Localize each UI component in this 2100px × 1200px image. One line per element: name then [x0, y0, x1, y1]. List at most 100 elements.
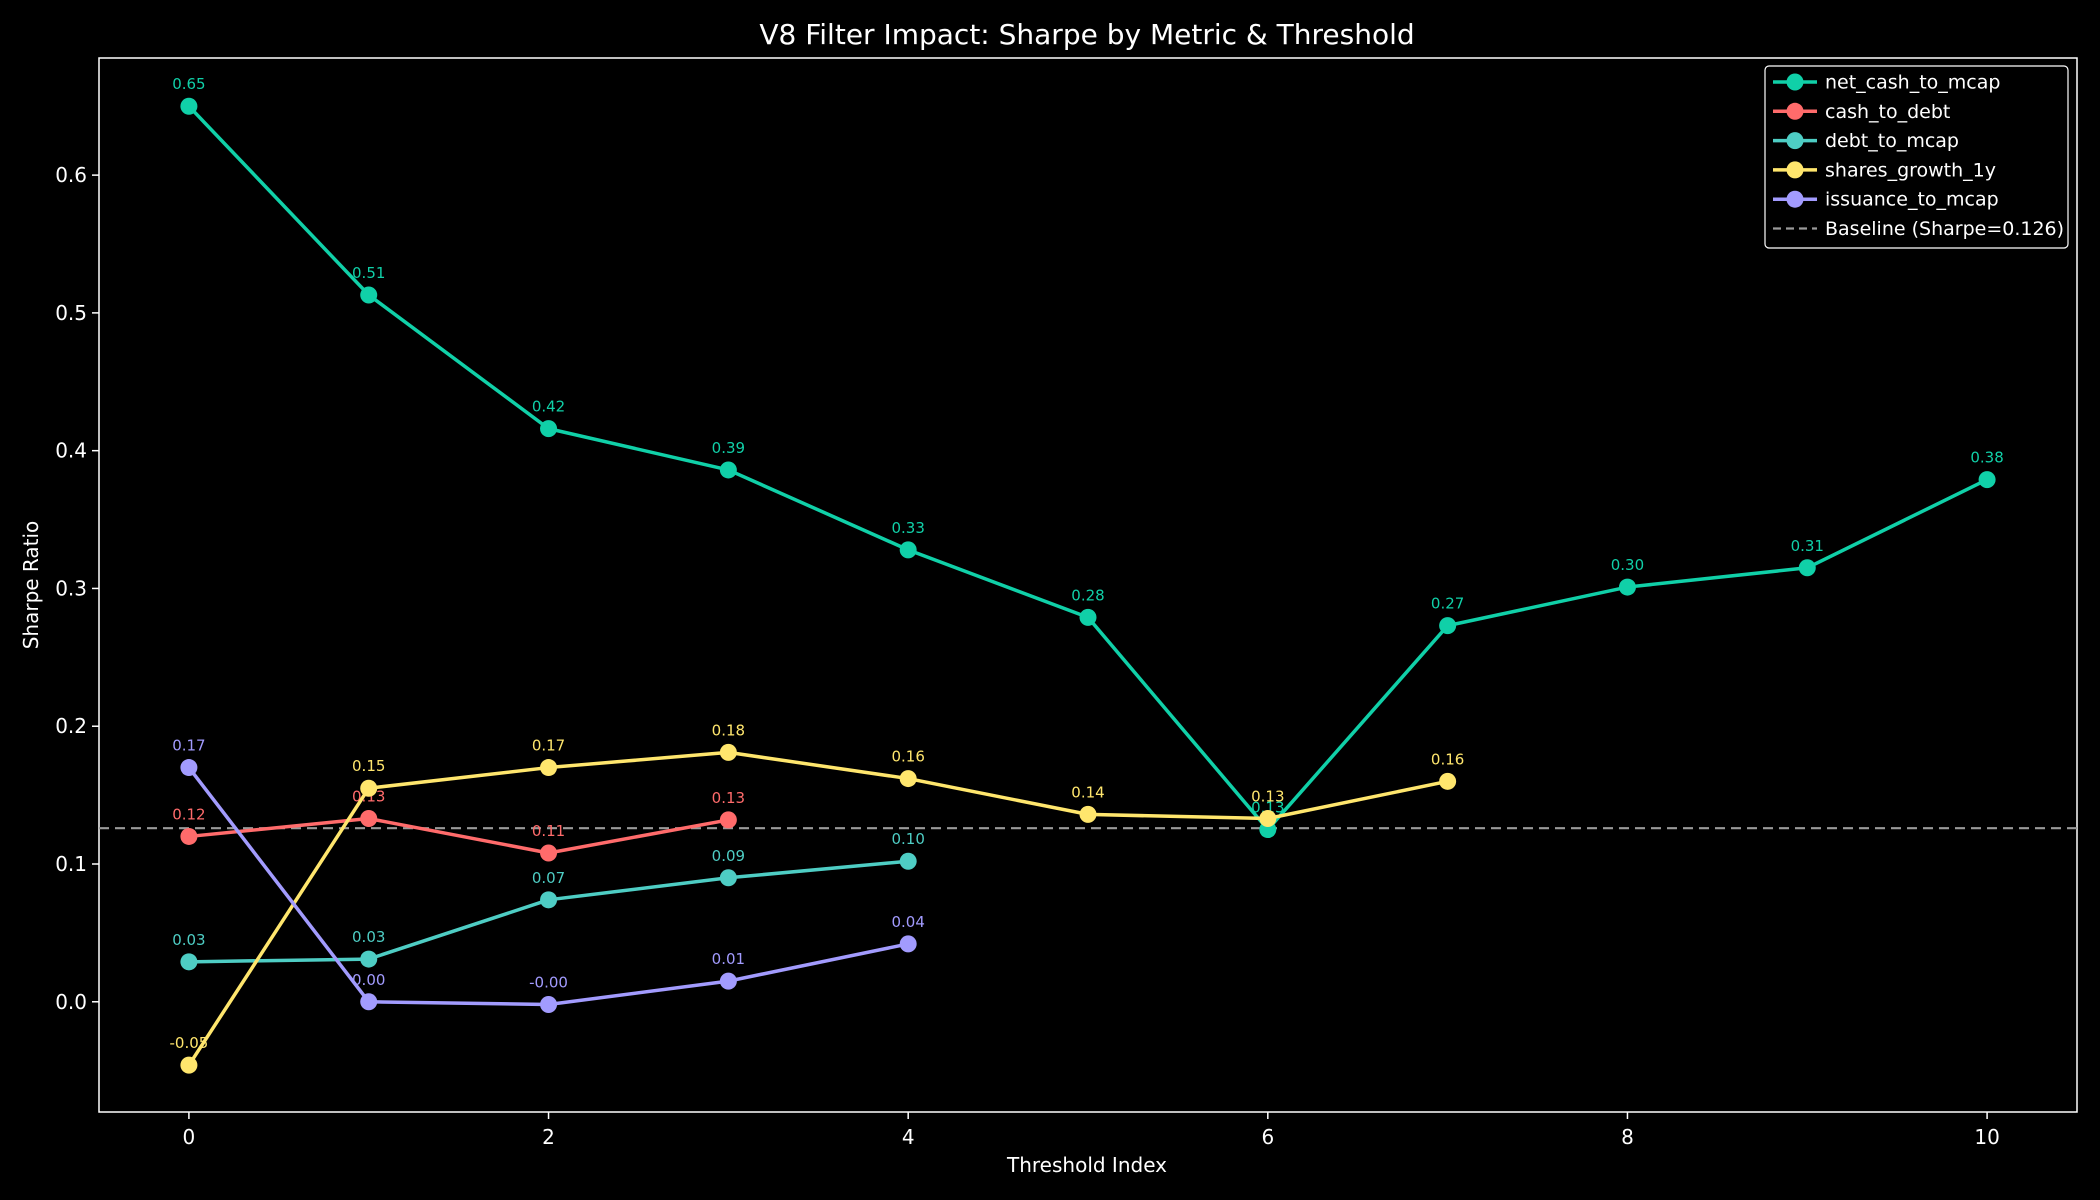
- series-layer: 0.65 0.51 0.42 0.39 0.33 0.28 0.13 0.27 0.30 0.31…: [170, 75, 2004, 1074]
- data-point: [899, 852, 917, 870]
- series-line: [188, 816, 729, 855]
- data-label: 0.17: [532, 737, 565, 755]
- x-tick-label: 10: [1974, 1125, 1999, 1149]
- data-point: [719, 461, 737, 479]
- series-issuance_to_mcap: 0.17 0.00 -0.00 0.01 0.04: [172, 737, 925, 1014]
- legend-marker: [1786, 132, 1804, 150]
- legend-marker: [1786, 73, 1804, 91]
- data-label: 0.14: [1071, 783, 1104, 801]
- legend-label: issuance_to_mcap: [1825, 189, 1999, 211]
- data-label: 0.30: [1611, 556, 1644, 574]
- data-point: [1978, 471, 1996, 489]
- series-cash_to_debt: 0.120.130.110.13: [172, 788, 745, 862]
- legend-item: shares_growth_1y: [1773, 159, 1996, 181]
- legend-label: Baseline (Sharpe=0.126): [1825, 218, 2064, 240]
- data-point: [1798, 559, 1816, 577]
- x-tick-label: 0: [183, 1125, 196, 1149]
- legend-label: net_cash_to_mcap: [1825, 72, 2000, 94]
- data-label: 0.03: [172, 931, 205, 949]
- data-label: 0.11: [532, 822, 565, 840]
- data-label: 0.15: [352, 757, 385, 775]
- legend-label: shares_growth_1y: [1825, 159, 1996, 181]
- series-debt_to_mcap: 0.03 0.03 0.07 0.09 0.10: [172, 830, 925, 971]
- data-point: [1439, 617, 1457, 635]
- data-point: [540, 420, 558, 438]
- x-axis-label: Threshold Index: [1006, 1153, 1167, 1177]
- data-label: 0.00: [352, 971, 385, 989]
- y-axis-label: Sharpe Ratio: [19, 521, 43, 650]
- data-label: 0.07: [532, 869, 565, 887]
- y-tick-label: 0.6: [55, 163, 87, 187]
- data-label: 0.01: [712, 950, 745, 968]
- data-label: 0.31: [1791, 537, 1824, 555]
- data-label: 0.04: [891, 913, 924, 931]
- y-tick-label: 0.2: [55, 714, 87, 738]
- legend-box: [1764, 65, 2069, 249]
- data-point: [540, 996, 558, 1014]
- data-point: [1259, 810, 1277, 828]
- data-label: 0.42: [532, 398, 565, 416]
- chart-title: V8 Filter Impact: Sharpe by Metric & Thr…: [759, 18, 1414, 51]
- legend-label: debt_to_mcap: [1825, 130, 1959, 152]
- data-point: [719, 972, 737, 990]
- data-point: [540, 759, 558, 777]
- legend-item: issuance_to_mcap: [1773, 189, 1999, 211]
- data-label: 0.13: [1251, 799, 1284, 817]
- data-point: [180, 97, 198, 115]
- data-label: -0.00: [529, 974, 568, 992]
- data-point: [180, 827, 198, 845]
- data-point: [719, 811, 737, 829]
- data-point: [180, 759, 198, 777]
- x-tick-label: 4: [902, 1125, 915, 1149]
- x-axis: 0 2 4 6 8 10: [183, 1112, 2000, 1149]
- data-point: [1079, 608, 1097, 626]
- data-label: 0.13: [712, 789, 745, 807]
- data-point: [899, 935, 917, 953]
- y-tick-label: 0.4: [55, 439, 87, 463]
- data-point: [719, 743, 737, 761]
- data-point: [180, 953, 198, 971]
- legend-label: cash_to_debt: [1825, 101, 1950, 123]
- legend-item: net_cash_to_mcap: [1773, 72, 2000, 94]
- x-tick-label: 6: [1261, 1125, 1274, 1149]
- y-axis: 0.0 0.1 0.2 0.3 0.4 0.5 0.6: [55, 163, 99, 1014]
- series-shares_growth_1y: -0.05 0.15 0.17 0.18 0.16 0.14 0.13 0.16: [170, 721, 1464, 1074]
- data-label: 0.16: [1431, 750, 1464, 768]
- data-point: [540, 844, 558, 862]
- legend-marker: [1786, 190, 1804, 208]
- data-label: 0.28: [1071, 586, 1104, 604]
- x-tick-label: 8: [1621, 1125, 1634, 1149]
- data-point: [540, 891, 558, 909]
- y-tick-label: 0.1: [55, 852, 87, 876]
- series-net_cash_to_mcap: 0.65 0.51 0.42 0.39 0.33 0.28 0.13 0.27 0.30 0.31…: [172, 75, 2004, 839]
- data-point: [1618, 578, 1636, 596]
- y-tick-label: 0.0: [55, 990, 87, 1014]
- data-label: 0.27: [1431, 595, 1464, 613]
- data-label: 0.18: [712, 721, 745, 739]
- data-label: 0.39: [712, 439, 745, 457]
- data-label: 0.38: [1970, 449, 2003, 467]
- series-line: [187, 750, 1448, 1067]
- data-point: [180, 1056, 198, 1074]
- plot-frame: [98, 57, 2078, 1113]
- data-label: 0.16: [891, 748, 924, 766]
- data-point: [360, 950, 378, 968]
- data-label: 0.51: [352, 264, 385, 282]
- data-label: -0.05: [170, 1034, 209, 1052]
- legend: net_cash_to_mcap cash_to_debt debt_to_mcap…: [1764, 65, 2069, 249]
- data-label: 0.17: [172, 737, 205, 755]
- legend-item: Baseline (Sharpe=0.126): [1773, 218, 2064, 240]
- data-point: [719, 869, 737, 887]
- data-point: [1439, 772, 1457, 790]
- x-tick-label: 2: [542, 1125, 555, 1149]
- legend-item: debt_to_mcap: [1773, 130, 1959, 152]
- legend-marker: [1786, 161, 1804, 179]
- data-label: 0.10: [891, 830, 924, 848]
- data-point: [899, 770, 917, 788]
- data-label: 0.33: [891, 519, 924, 537]
- data-point: [360, 993, 378, 1011]
- series-line: [187, 105, 1988, 832]
- data-label: 0.13: [1251, 788, 1284, 806]
- data-point: [360, 810, 378, 828]
